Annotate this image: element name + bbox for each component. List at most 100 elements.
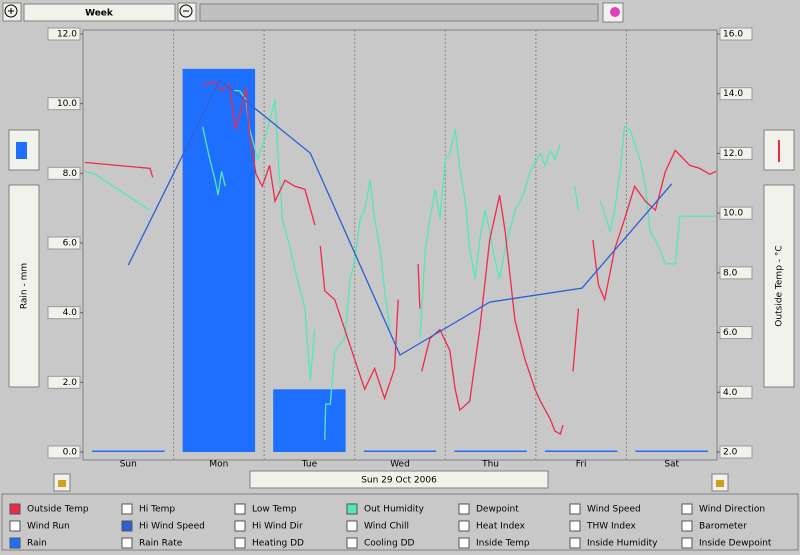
legend-checkbox[interactable] xyxy=(346,503,358,515)
y2-tick-label: 12.0 xyxy=(723,149,743,159)
legend-checkbox[interactable] xyxy=(234,537,246,549)
legend-checkbox[interactable] xyxy=(346,520,358,532)
x-tick-label: Sun xyxy=(120,460,137,470)
y-tick-label: 0.0 xyxy=(63,448,78,458)
y2-tick-box xyxy=(719,266,753,280)
legend-checkbox[interactable] xyxy=(458,537,470,549)
y-tick-label: 12.0 xyxy=(57,30,77,40)
legend-checkbox[interactable] xyxy=(9,537,21,549)
y2-tick-label: 14.0 xyxy=(723,89,743,99)
range-box[interactable] xyxy=(23,3,176,22)
legend-label: Out Humidity xyxy=(364,505,425,515)
y2-tick-label: 10.0 xyxy=(723,209,743,219)
y2-tick-box xyxy=(719,146,753,160)
y2-tick-box xyxy=(719,445,753,459)
rain-bar xyxy=(544,450,618,452)
legend-label: Low Temp xyxy=(252,505,297,515)
y2-tick-box xyxy=(719,206,753,220)
y2-tick-label: 16.0 xyxy=(723,30,743,40)
y-label-box xyxy=(8,184,40,388)
legend-label: Hi Wind Dir xyxy=(252,522,303,532)
legend-label: Inside Humidity xyxy=(587,539,658,549)
series-line xyxy=(127,78,673,356)
y-tick-box xyxy=(47,236,81,250)
legend-checkbox[interactable] xyxy=(458,520,470,532)
x-tick-label: Wed xyxy=(390,460,410,470)
legend-checkbox[interactable] xyxy=(121,537,133,549)
range-label: Week xyxy=(85,9,114,19)
lock-left-icon xyxy=(58,480,66,487)
legend-checkbox[interactable] xyxy=(458,503,470,515)
y-tick-box xyxy=(47,375,81,389)
y2-axis-label: Outside Temp - °C xyxy=(775,245,785,326)
legend-checkbox[interactable] xyxy=(234,520,246,532)
plot-area xyxy=(82,29,718,461)
zoom-in-plus xyxy=(8,8,14,14)
x-axis-label: Sun 29 Oct 2006 xyxy=(361,476,437,486)
y-swatch xyxy=(16,142,27,159)
y-axis-label: Rain - mm xyxy=(20,263,30,309)
y2-tick-box xyxy=(719,87,753,101)
legend-label: Barometer xyxy=(699,522,747,532)
legend-checkbox[interactable] xyxy=(346,537,358,549)
legend-label: Rain Rate xyxy=(139,539,183,549)
y-tick-box xyxy=(47,166,81,180)
y-tick-label: 2.0 xyxy=(63,378,78,388)
legend-label: Wind Speed xyxy=(587,505,641,515)
legend-panel xyxy=(1,493,799,551)
legend-label: Inside Dewpoint xyxy=(699,539,772,549)
date-box xyxy=(249,470,549,489)
legend-checkbox[interactable] xyxy=(9,503,21,515)
legend-checkbox[interactable] xyxy=(681,520,693,532)
rain-bar xyxy=(182,68,256,452)
rain-bar xyxy=(92,450,165,452)
zoom-in-button[interactable] xyxy=(2,2,22,22)
x-tick-label: Sat xyxy=(664,460,679,470)
rain-bar xyxy=(363,450,437,452)
x-tick-label: Mon xyxy=(209,460,228,470)
legend-label: Heating DD xyxy=(252,539,304,549)
y2-tick-label: 8.0 xyxy=(723,268,738,278)
y-tick-label: 8.0 xyxy=(63,169,78,179)
legend-checkbox[interactable] xyxy=(681,503,693,515)
x-tick-label: Tue xyxy=(301,460,318,470)
x-tick-label: Thu xyxy=(481,460,499,470)
legend-checkbox[interactable] xyxy=(681,537,693,549)
series-line xyxy=(84,81,717,436)
legend-checkbox[interactable] xyxy=(569,520,581,532)
legend-label: Inside Temp xyxy=(476,539,530,549)
legend-checkbox[interactable] xyxy=(9,520,21,532)
legend-checkbox[interactable] xyxy=(234,503,246,515)
y-tick-box xyxy=(47,97,81,111)
lock-right-icon xyxy=(716,480,724,487)
legend-checkbox[interactable] xyxy=(121,520,133,532)
y-tick-box xyxy=(47,306,81,320)
legend-label: Hi Temp xyxy=(139,505,175,515)
zoom-in-icon xyxy=(4,4,18,18)
legend-checkbox[interactable] xyxy=(569,537,581,549)
x-tick-label: Fri xyxy=(576,460,587,470)
legend-label: Dewpoint xyxy=(476,505,519,515)
zoom-out-icon xyxy=(179,4,193,18)
rain-bar xyxy=(454,450,527,452)
y2-tick-label: 6.0 xyxy=(723,328,738,338)
legend-label: Heat Index xyxy=(476,522,526,532)
y2-tick-label: 4.0 xyxy=(723,388,738,398)
legend-label: Wind Run xyxy=(27,522,70,532)
y-tick-label: 10.0 xyxy=(57,99,77,109)
series-line xyxy=(84,90,717,441)
y2-tick-label: 2.0 xyxy=(723,448,738,458)
scroll-bar[interactable] xyxy=(199,3,599,22)
legend-label: Wind Chill xyxy=(364,522,409,532)
rain-bar xyxy=(635,450,708,452)
legend-label: Outside Temp xyxy=(27,505,89,515)
legend-checkbox[interactable] xyxy=(121,503,133,515)
y2-tick-box xyxy=(719,27,753,41)
y-tick-label: 6.0 xyxy=(63,239,78,249)
legend-label: THW Index xyxy=(586,522,636,532)
zoom-out-button[interactable] xyxy=(177,2,197,22)
y2-label-box xyxy=(763,184,795,388)
legend-checkbox[interactable] xyxy=(569,503,581,515)
